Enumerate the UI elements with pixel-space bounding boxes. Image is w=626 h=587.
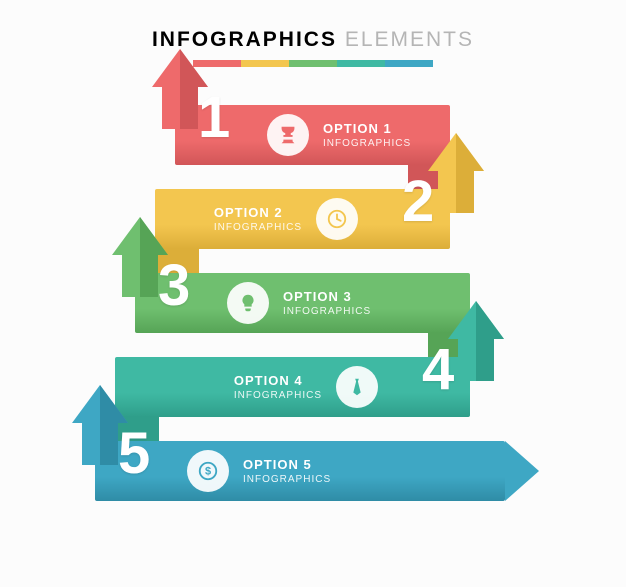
step-number-4: 4	[422, 341, 454, 399]
step-text-4: OPTION 4 INFOGRAPHICS	[234, 373, 322, 401]
step-number-2: 2	[402, 173, 434, 231]
step-text-1: OPTION 1 INFOGRAPHICS	[323, 121, 411, 149]
arrowhead-2	[428, 133, 484, 213]
ribbon-step-5: $ OPTION 5 INFOGRAPHICS	[95, 441, 505, 501]
option-title: OPTION 1	[323, 121, 411, 136]
tail-arrow	[505, 441, 539, 501]
step-number-5: 5	[118, 425, 150, 483]
ribbon-step-4: OPTION 4 INFOGRAPHICS	[115, 357, 470, 417]
color-swatch-5	[385, 60, 433, 67]
trophy-icon	[267, 114, 309, 156]
tie-icon	[336, 366, 378, 408]
option-subtitle: INFOGRAPHICS	[323, 138, 411, 149]
header: INFOGRAPHICS ELEMENTS	[0, 0, 626, 67]
color-bar	[193, 60, 433, 67]
page-title: INFOGRAPHICS ELEMENTS	[0, 28, 626, 52]
color-swatch-3	[289, 60, 337, 67]
arrowhead-4	[448, 301, 504, 381]
title-light: ELEMENTS	[345, 28, 474, 51]
step-number-3: 3	[158, 257, 190, 315]
option-title: OPTION 5	[243, 457, 331, 472]
option-title: OPTION 4	[234, 373, 322, 388]
dollar-icon: $	[187, 450, 229, 492]
step-text-2: OPTION 2 INFOGRAPHICS	[214, 205, 302, 233]
step-text-3: OPTION 3 INFOGRAPHICS	[283, 289, 371, 317]
option-subtitle: INFOGRAPHICS	[214, 222, 302, 233]
option-subtitle: INFOGRAPHICS	[243, 474, 331, 485]
step-number-1: 1	[198, 89, 230, 147]
title-bold: INFOGRAPHICS	[152, 28, 337, 51]
option-title: OPTION 2	[214, 205, 302, 220]
color-swatch-2	[241, 60, 289, 67]
option-subtitle: INFOGRAPHICS	[234, 390, 322, 401]
color-swatch-4	[337, 60, 385, 67]
option-subtitle: INFOGRAPHICS	[283, 306, 371, 317]
option-title: OPTION 3	[283, 289, 371, 304]
clock-icon	[316, 198, 358, 240]
step-text-5: OPTION 5 INFOGRAPHICS	[243, 457, 331, 485]
bulb-icon	[227, 282, 269, 324]
svg-text:$: $	[205, 466, 211, 478]
